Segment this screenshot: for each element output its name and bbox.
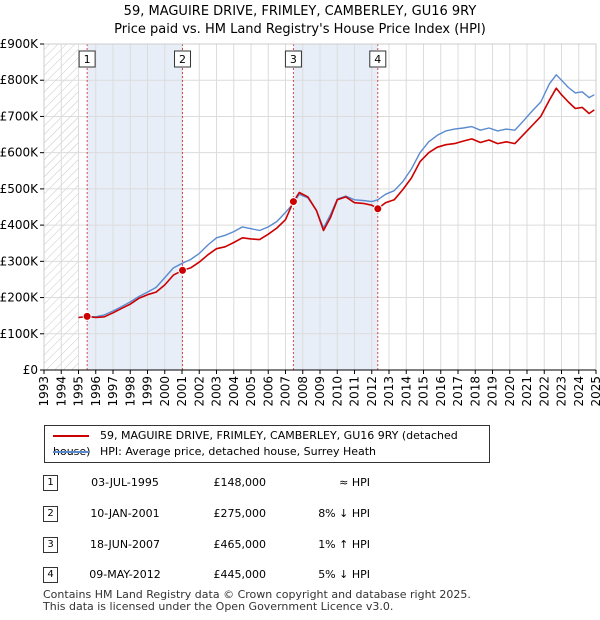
price-chart: 1 2 3 4 £0 £100K £200K £300K £400K £500K £600K £70… (0, 37, 600, 407)
x-tick-label: 2008 (296, 376, 310, 407)
series-line-property (78, 87, 595, 319)
title-subtitle: Price paid vs. HM Land Registry's House … (114, 22, 486, 37)
sale-number-label: 1 (84, 53, 91, 66)
y-tick-label: £500K (0, 182, 39, 196)
sale-point (82, 311, 92, 321)
shaded-ownership-span (293, 44, 378, 370)
sale-date: 10-JAN-2001 (90, 507, 160, 520)
sale-number-badge: 2 (43, 506, 58, 522)
x-tick-label: 2001 (175, 376, 189, 407)
y-tick-label: £900K (0, 37, 39, 51)
y-tick-label: £300K (0, 254, 39, 268)
x-tick-label: 2015 (417, 376, 431, 407)
x-tick-label: 2012 (365, 376, 379, 407)
x-tick-label: 2004 (227, 376, 241, 407)
sale-number-box (284, 50, 302, 68)
sale-price: £275,000 (213, 507, 267, 520)
legend-swatch-hpi (53, 451, 89, 453)
sale-point (373, 204, 383, 214)
sale-hpi-comparison: ≈ HPI (339, 476, 370, 489)
x-tick-label: 2000 (158, 376, 172, 407)
sale-number-label: 3 (290, 53, 297, 66)
x-tick-label: 2005 (244, 376, 258, 407)
x-tick-label: 2018 (468, 376, 482, 407)
x-tick-label: 2003 (210, 376, 224, 407)
x-tick-label: 2020 (503, 376, 517, 407)
x-tick-label: 2013 (382, 376, 396, 407)
sale-hpi-comparison: 1% ↑ HPI (318, 538, 370, 551)
title-address: 59, MAGUIRE DRIVE, FRIMLEY, CAMBERLEY, G… (123, 4, 477, 19)
x-tick-label: 2006 (261, 376, 275, 407)
x-tick-label: 2014 (399, 376, 413, 407)
x-tick-label: 2007 (279, 376, 293, 407)
x-tick-label: 2009 (313, 376, 327, 407)
footer-licence: This data is licensed under the Open Gov… (43, 600, 394, 613)
sale-number-box (78, 50, 96, 68)
x-tick-label: 2002 (192, 376, 206, 407)
sale-number-box (174, 50, 192, 68)
sale-price: £445,000 (213, 568, 267, 581)
sale-number-box (369, 50, 387, 68)
sale-number-badge: 4 (43, 567, 58, 583)
x-tick-label: 1997 (106, 376, 120, 407)
chart-title: 59, MAGUIRE DRIVE, FRIMLEY, CAMBERLEY, G… (0, 3, 600, 39)
sale-hpi-comparison: 8% ↓ HPI (318, 507, 370, 520)
sale-date: 09-MAY-2012 (89, 568, 161, 581)
legend-item-property: 59, MAGUIRE DRIVE, FRIMLEY, CAMBERLEY, G… (53, 428, 489, 458)
legend-item-hpi: HPI: Average price, detached house, Surr… (53, 444, 376, 460)
x-tick-label: 1998 (123, 376, 137, 407)
y-tick-label: £400K (0, 218, 39, 232)
table-row: 4 09-MAY-2012 £445,000 5% ↓ HPI (0, 565, 600, 585)
x-tick-label: 2023 (555, 376, 569, 407)
y-tick-label: £600K (0, 146, 39, 160)
footer-copyright: Contains HM Land Registry data © Crown c… (43, 588, 471, 601)
shaded-ownership-span (87, 44, 183, 370)
x-tick-label: 2021 (520, 376, 534, 407)
y-tick-label: £0 (23, 363, 38, 377)
footer-attribution: Contains HM Land Registry data © Crown c… (43, 589, 471, 613)
x-tick-label: 2017 (451, 376, 465, 407)
x-tick-label: 2022 (537, 376, 551, 407)
sale-number-label: 2 (179, 53, 186, 66)
x-tick-label: 1994 (54, 376, 68, 407)
table-row: 1 03-JUL-1995 £148,000 ≈ HPI (0, 473, 600, 493)
table-row: 2 10-JAN-2001 £275,000 8% ↓ HPI (0, 504, 600, 524)
x-tick-label: 2019 (486, 376, 500, 407)
y-tick-label: £100K (0, 327, 39, 341)
sale-date: 18-JUN-2007 (89, 538, 161, 551)
x-tick-label: 1995 (72, 376, 86, 407)
x-tick-label: 2025 (589, 376, 600, 407)
y-tick-label: £200K (0, 291, 39, 305)
legend-label-hpi: HPI: Average price, detached house, Surr… (100, 445, 377, 458)
x-tick-label: 2011 (348, 376, 362, 407)
x-tick-label: 2010 (330, 376, 344, 407)
sale-hpi-comparison: 5% ↓ HPI (318, 568, 370, 581)
x-tick-label: 1999 (141, 376, 155, 407)
legend: 59, MAGUIRE DRIVE, FRIMLEY, CAMBERLEY, G… (44, 425, 490, 463)
x-tick-label: 1993 (37, 376, 51, 407)
sale-price: £465,000 (213, 538, 267, 551)
sale-point (288, 197, 298, 207)
x-tick-label: 2016 (434, 376, 448, 407)
x-tick-label: 2024 (572, 376, 586, 407)
sale-date: 03-JUL-1995 (91, 476, 159, 489)
sale-point (178, 265, 188, 275)
x-tick-label: 1996 (89, 376, 103, 407)
sale-number-badge: 3 (43, 537, 58, 553)
sale-price: £148,000 (213, 476, 267, 489)
table-row: 3 18-JUN-2007 £465,000 1% ↑ HPI (0, 535, 600, 555)
y-tick-label: £700K (0, 109, 39, 123)
sale-number-badge: 1 (43, 475, 58, 491)
y-tick-label: £800K (0, 73, 39, 87)
legend-swatch-property (53, 435, 89, 437)
sale-number-label: 4 (374, 53, 381, 66)
